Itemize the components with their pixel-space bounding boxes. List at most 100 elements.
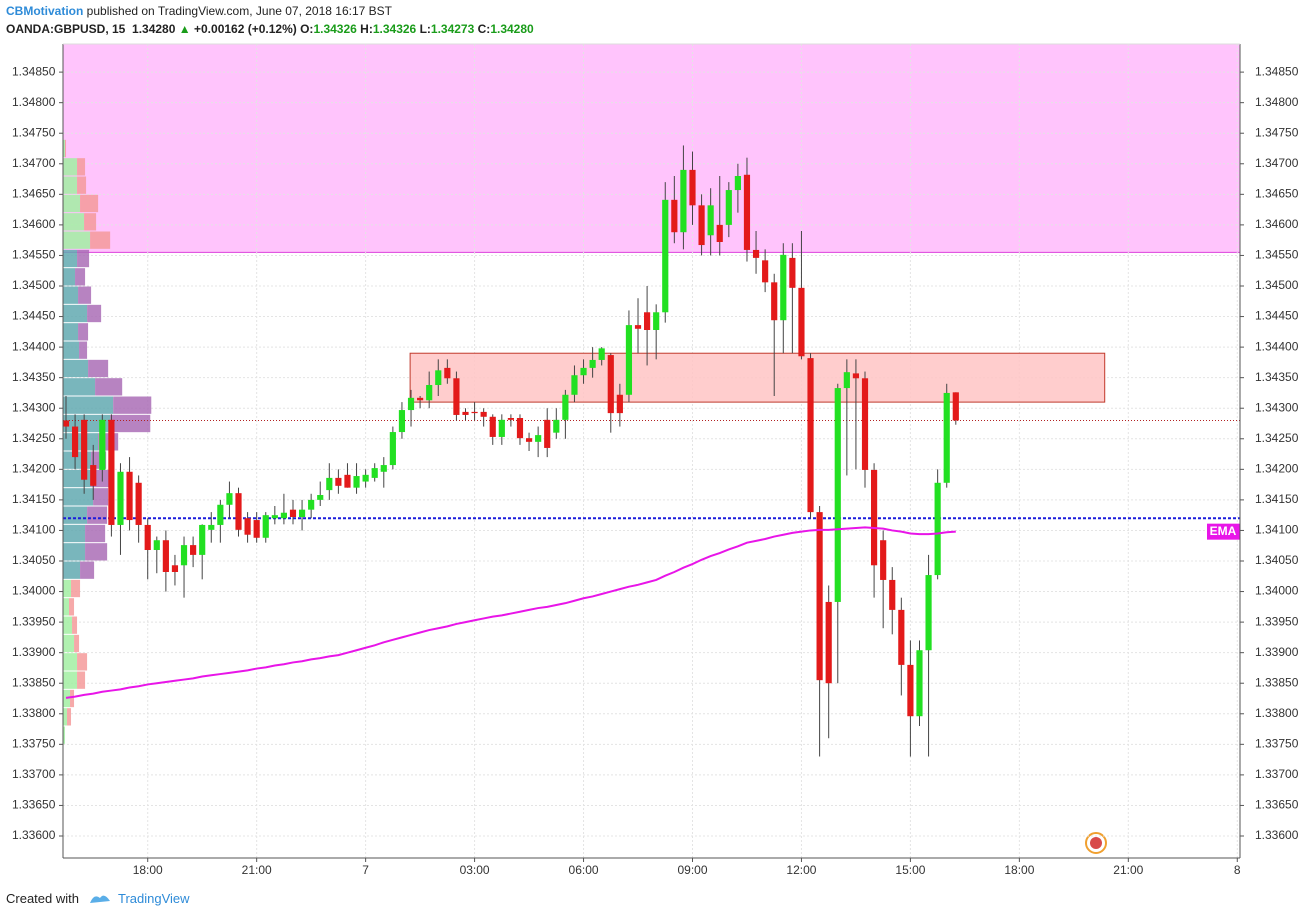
candle-body: [752, 249, 760, 258]
x-tick-label: 21:00: [1113, 863, 1143, 877]
candle-body: [217, 504, 224, 525]
brand[interactable]: TradingView: [118, 891, 190, 906]
created-with: Created with: [6, 891, 79, 906]
volume-up: [63, 341, 80, 359]
y-tick-label-right: 1.34750: [1255, 125, 1299, 139]
candle-body: [598, 348, 605, 360]
volume-up: [63, 433, 99, 451]
candle-body: [707, 205, 714, 236]
y-tick-label: 1.33700: [12, 767, 56, 781]
volume-down: [80, 194, 99, 213]
ohlc-h: 1.34326: [372, 22, 417, 36]
y-tick-label: 1.34350: [12, 370, 56, 384]
volume-up: [63, 231, 91, 249]
candle-body: [816, 512, 823, 681]
volume-down: [74, 634, 80, 653]
y-tick-label-right: 1.34100: [1255, 523, 1299, 537]
y-tick-label-right: 1.34050: [1255, 553, 1299, 567]
y-tick-label: 1.34850: [12, 64, 56, 78]
candle-body: [662, 199, 669, 313]
candle-body: [798, 287, 805, 357]
volume-up: [63, 304, 88, 323]
volume-up: [63, 561, 81, 579]
volume-up: [63, 708, 68, 726]
volume-up: [63, 359, 89, 378]
candle-body: [634, 325, 642, 329]
volume-down: [77, 653, 88, 671]
volume-up: [63, 543, 86, 561]
y-tick-label: 1.34750: [12, 125, 56, 139]
volume-up: [63, 616, 73, 634]
candle-body: [889, 579, 896, 610]
volume-down: [78, 286, 92, 304]
y-tick-label-right: 1.34000: [1255, 584, 1299, 598]
x-tick-label: 12:00: [786, 863, 816, 877]
header: CBMotivation published on TradingView.co…: [6, 2, 534, 38]
x-tick-label: 18:00: [1004, 863, 1034, 877]
volume-down: [93, 488, 109, 506]
ohlc-c: 1.34280: [490, 22, 534, 36]
candle-body: [226, 493, 233, 505]
candle-body: [580, 367, 587, 376]
candle-body: [289, 509, 297, 517]
candle-body: [271, 515, 278, 519]
candle-body: [644, 312, 651, 330]
y-tick-label-right: 1.34550: [1255, 248, 1299, 262]
candle-body: [362, 474, 369, 482]
volume-up: [63, 286, 79, 304]
candle-body: [489, 416, 496, 437]
candle-body: [235, 493, 242, 530]
candle-body: [843, 372, 850, 389]
ohlc-c-label: C:: [477, 22, 491, 36]
candle-body: [607, 355, 614, 414]
candle-body: [199, 524, 206, 555]
candle-body: [190, 545, 197, 555]
candle-body: [417, 397, 424, 401]
candle-body: [162, 540, 169, 572]
candle-body: [834, 388, 841, 602]
candle-body: [525, 438, 533, 442]
candle-body: [898, 609, 905, 665]
y-tick-label: 1.33650: [12, 798, 56, 812]
y-tick-label: 1.34650: [12, 187, 56, 201]
candle-body: [389, 432, 396, 466]
candle-body: [180, 545, 188, 566]
candle-body: [762, 260, 769, 283]
candle-body: [516, 418, 524, 439]
volume-up: [63, 249, 78, 268]
volume-down: [90, 231, 111, 249]
author[interactable]: CBMotivation: [6, 4, 84, 18]
volume-down: [95, 378, 123, 396]
candle-body: [743, 174, 751, 250]
x-tick-label: 7: [362, 863, 369, 877]
candle-body: [71, 426, 79, 458]
candle-body: [562, 394, 569, 420]
volume-up: [63, 726, 66, 744]
candle-body: [571, 375, 578, 395]
logo-badge-core: [1090, 837, 1102, 849]
candle-body: [544, 419, 551, 448]
y-tick-label-right: 1.33650: [1255, 798, 1299, 812]
volume-down: [87, 304, 102, 323]
candle-body: [725, 190, 732, 225]
y-tick-label-right: 1.33850: [1255, 675, 1299, 689]
volume-down: [72, 616, 78, 634]
symbol: OANDA:GBPUSD, 15: [6, 22, 126, 36]
y-tick-label: 1.33950: [12, 614, 56, 628]
volume-down: [67, 708, 72, 726]
y-tick-label: 1.34550: [12, 248, 56, 262]
candle-body: [589, 359, 596, 368]
volume-up: [63, 524, 86, 543]
candle-body: [135, 482, 142, 525]
volume-down: [77, 249, 90, 268]
y-tick-label: 1.34700: [12, 156, 56, 170]
candle-body: [934, 482, 941, 576]
y-tick-label-right: 1.34600: [1255, 217, 1299, 231]
chart: 1.33600 1.33600 1.33650 1.33650 1.33700 1.337…: [12, 43, 1299, 877]
candle-body: [453, 378, 460, 415]
ema-label: EMA: [1210, 524, 1237, 538]
candle-body: [144, 524, 151, 550]
y-tick-label-right: 1.34150: [1255, 492, 1299, 506]
candle-body: [208, 524, 215, 530]
